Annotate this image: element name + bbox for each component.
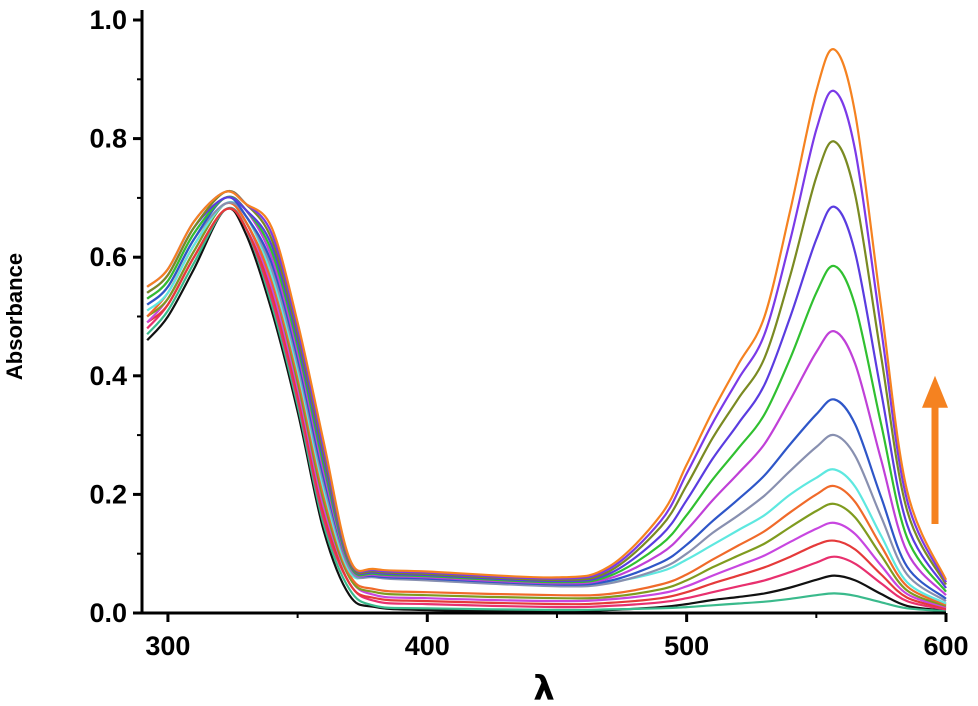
x-tick-label: 300: [145, 631, 190, 661]
series-line-15: [146, 89, 947, 583]
series-line-4: [146, 207, 947, 610]
y-tick-label: 0.0: [89, 598, 127, 628]
series-line-16: [146, 48, 948, 581]
series-line-7: [146, 201, 947, 606]
y-axis-title: Absorbance: [2, 253, 27, 380]
y-tick-label: 0.8: [89, 124, 127, 154]
y-tick-label: 0.4: [89, 361, 127, 391]
y-tick-label: 0.2: [89, 479, 127, 509]
x-tick-label: 600: [923, 631, 968, 661]
x-axis-title: λ: [533, 669, 555, 706]
x-tick-label: 500: [664, 631, 709, 661]
y-tick-label: 1.0: [89, 5, 127, 35]
x-tick-label: 400: [405, 631, 450, 661]
series-layer: [146, 48, 948, 613]
series-line-13: [146, 196, 947, 589]
series-line-10: [146, 195, 947, 600]
annotation-layer: [922, 375, 948, 525]
series-line-12: [146, 195, 947, 593]
series-line-1: [146, 207, 947, 613]
axes-layer: 0.0 0.2 0.4 0.6 0.8 1.0 300 400 500 600: [89, 5, 968, 661]
arrow-up-icon: [922, 375, 948, 408]
series-line-14: [146, 140, 947, 586]
y-tick-label: 0.6: [89, 242, 127, 272]
